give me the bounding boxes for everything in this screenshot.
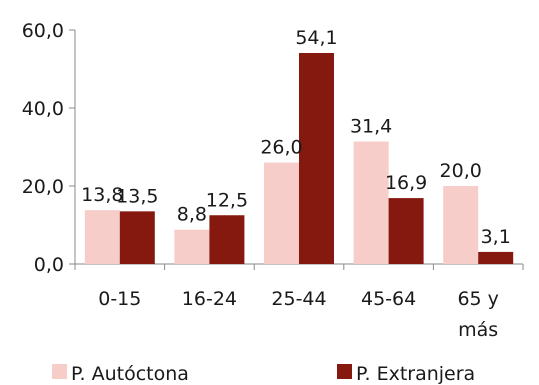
data-label: 26,0	[260, 137, 302, 159]
data-label: 16,9	[385, 172, 427, 194]
bar	[209, 215, 245, 264]
bar	[84, 210, 120, 264]
legend-swatch	[52, 364, 67, 379]
x-tick-label: 65 y	[457, 288, 498, 310]
legend: P. Autóctona P. Extranjera	[52, 363, 475, 385]
data-label: 31,4	[350, 116, 392, 138]
y-tick-label: 20,0	[22, 176, 64, 198]
bar	[119, 211, 155, 264]
bars	[84, 53, 514, 265]
x-axis-labels: 0-15 16-24 25-44 45-64 65 y más	[98, 288, 499, 341]
x-tick-label: 0-15	[98, 288, 141, 310]
x-tick-label: más	[458, 319, 498, 341]
bar	[174, 229, 210, 264]
y-tick-label: 60,0	[22, 20, 64, 42]
data-label: 8,8	[177, 204, 207, 226]
y-tick-label: 40,0	[22, 98, 64, 120]
legend-label: P. Autóctona	[71, 363, 189, 385]
data-label: 13,5	[116, 185, 158, 207]
bar	[264, 162, 299, 264]
y-axis-ticks: 0,0 20,0 40,0 60,0	[22, 20, 524, 276]
y-tick-label: 0,0	[34, 254, 64, 276]
legend-swatch	[337, 364, 352, 379]
x-tick-label: 16-24	[182, 288, 237, 310]
bar	[299, 53, 334, 265]
data-label: 20,0	[440, 160, 482, 182]
bar	[478, 251, 514, 264]
data-label: 12,5	[206, 189, 248, 211]
bar	[388, 198, 424, 264]
data-labels: 13,813,5 8,812,5 26,0 54,1 31,4 16,9 20,0 3,1	[81, 27, 511, 248]
x-tick-label: 45-64	[361, 288, 416, 310]
x-tick-label: 25-44	[271, 288, 326, 310]
data-label: 3,1	[481, 226, 511, 248]
data-label: 54,1	[295, 27, 337, 49]
data-label: 13,8	[81, 184, 123, 206]
bar	[353, 141, 389, 264]
legend-label: P. Extranjera	[356, 363, 475, 385]
bar	[443, 186, 479, 264]
